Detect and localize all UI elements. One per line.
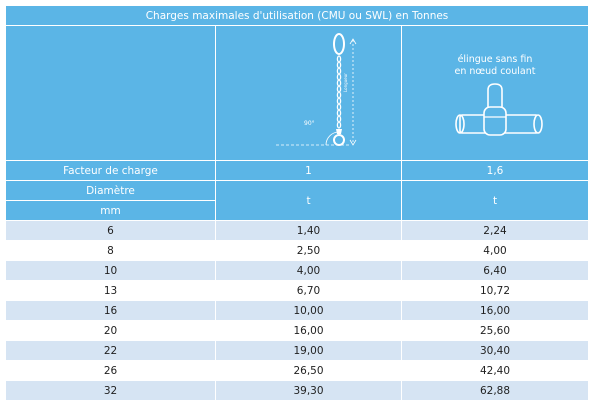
table-title: Charges maximales d'utilisation (CMU ou …: [5, 5, 589, 26]
table-row: 6 1,40 2,24: [5, 220, 589, 241]
diameter-cell: 13: [5, 280, 216, 301]
load-cell-chain: 4,00: [215, 260, 402, 281]
diameter-cell: 22: [5, 340, 216, 361]
chain-diagram-cell: Longueur 90°: [215, 25, 402, 161]
choker-sling-icon: élingue sans fin en nœud coulant: [455, 54, 543, 136]
swl-table: Charges maximales d'utilisation (CMU ou …: [5, 5, 589, 401]
diameter-cell: 10: [5, 260, 216, 281]
load-cell-chain: 10,00: [215, 300, 402, 321]
load-cell-chain: 19,00: [215, 340, 402, 361]
table-row: 10 4,00 6,40: [5, 260, 589, 281]
chain-sling-icon: Longueur 90°: [276, 33, 357, 146]
load-cell-chain: 1,40: [215, 220, 402, 241]
table-row: 16 10,00 16,00: [5, 300, 589, 321]
sling-label-line1: élingue sans fin: [458, 54, 533, 65]
chain-length-label: Longueur: [343, 73, 348, 92]
factor-value-sling: 1,6: [401, 160, 589, 181]
diameter-label: Diamètre: [5, 180, 216, 201]
factor-label: Facteur de charge: [5, 160, 216, 181]
diameter-unit: mm: [5, 200, 216, 221]
load-cell-sling: 30,40: [401, 340, 589, 361]
diameter-cell: 8: [5, 240, 216, 261]
sling-diagram-cell: élingue sans fin en nœud coulant: [401, 25, 589, 161]
factor-value-chain: 1: [215, 160, 402, 181]
unit-chain: t: [215, 180, 402, 221]
load-cell-chain: 2,50: [215, 240, 402, 261]
table-row: 13 6,70 10,72: [5, 280, 589, 301]
diameter-cell: 16: [5, 300, 216, 321]
load-cell-chain: 26,50: [215, 360, 402, 381]
table-row: 22 19,00 30,40: [5, 340, 589, 361]
table-row: 8 2,50 4,00: [5, 240, 589, 261]
empty-header-cell: [5, 25, 216, 161]
sling-label-line2: en nœud coulant: [455, 66, 536, 77]
load-cell-sling: 10,72: [401, 280, 589, 301]
load-cell-sling: 42,40: [401, 360, 589, 381]
load-cell-chain: 6,70: [215, 280, 402, 301]
diameter-cell: 20: [5, 320, 216, 341]
load-cell-sling: 62,88: [401, 380, 589, 401]
diameter-cell: 6: [5, 220, 216, 241]
load-cell-sling: 6,40: [401, 260, 589, 281]
load-cell-sling: 2,24: [401, 220, 589, 241]
load-cell-sling: 4,00: [401, 240, 589, 261]
table-row: 20 16,00 25,60: [5, 320, 589, 341]
diameter-cell: 32: [5, 380, 216, 401]
unit-sling: t: [401, 180, 589, 221]
table-row: 32 39,30 62,88: [5, 380, 589, 401]
load-cell-sling: 16,00: [401, 300, 589, 321]
angle-label: 90°: [304, 120, 315, 127]
load-cell-chain: 16,00: [215, 320, 402, 341]
table-row: 26 26,50 42,40: [5, 360, 589, 381]
load-cell-sling: 25,60: [401, 320, 589, 341]
diameter-cell: 26: [5, 360, 216, 381]
load-cell-chain: 39,30: [215, 380, 402, 401]
